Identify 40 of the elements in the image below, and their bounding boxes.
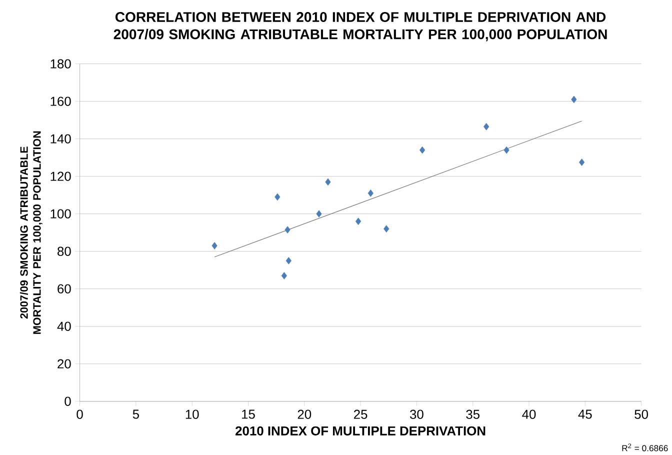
point bbox=[286, 257, 292, 264]
text: R$^{2}$ = 0.6866 bbox=[622, 444, 668, 452]
point bbox=[281, 272, 287, 280]
x-tick-label: 35 bbox=[466, 410, 480, 419]
x-axis-title: 2010 INDEX OF MULTIPLE DEPRIVATION bbox=[236, 426, 486, 436]
x-tick-label: 10 bbox=[186, 410, 199, 419]
x-tick-label: 20 bbox=[298, 410, 312, 419]
point bbox=[571, 96, 577, 104]
chart-title: CORRELATION BETWEEN 2010 INDEX OF MULTIPLE DEPRIVATION AND 2007/09 SMOKING ATRIBUTABLE MORTALITY PER 100,000 POPULATION bbox=[114, 12, 607, 42]
x-tick-label: 5 bbox=[132, 410, 139, 419]
x-tick-label: 25 bbox=[354, 410, 368, 419]
y-tick-label: 160 bbox=[50, 96, 71, 106]
point bbox=[325, 178, 331, 186]
y-tick-label: 0 bbox=[64, 396, 71, 406]
x-tick-label: 50 bbox=[634, 410, 648, 419]
x-tick-label: 0 bbox=[76, 410, 83, 419]
point bbox=[284, 226, 290, 234]
point bbox=[484, 122, 490, 130]
point bbox=[578, 158, 585, 166]
point bbox=[420, 146, 426, 154]
point bbox=[384, 225, 390, 232]
y-tick-label: 60 bbox=[58, 284, 71, 294]
x-tick-label: 30 bbox=[410, 410, 424, 419]
point bbox=[316, 210, 322, 218]
x-tick-label: 15 bbox=[242, 410, 255, 419]
y-tick-label: 140 bbox=[50, 134, 71, 144]
x-tick-label: 45 bbox=[578, 410, 592, 419]
y-tick-label: 40 bbox=[57, 322, 71, 331]
y-tick-label: 80 bbox=[58, 246, 71, 256]
point bbox=[212, 242, 218, 250]
y-tick-label: 180 bbox=[50, 59, 71, 68]
point bbox=[355, 218, 362, 225]
point bbox=[274, 193, 280, 201]
y-axis-title: 2007/09 SMOKING ATRIBUTABLE MORTALITY PER 100,000 POPULATION bbox=[20, 131, 42, 334]
point bbox=[368, 190, 374, 197]
y-tick-label: 100 bbox=[50, 209, 71, 218]
y-tick-label: 120 bbox=[50, 172, 71, 181]
y-tick-label: 20 bbox=[58, 359, 71, 368]
x-tick-label: 40 bbox=[522, 410, 536, 419]
point bbox=[504, 146, 510, 154]
